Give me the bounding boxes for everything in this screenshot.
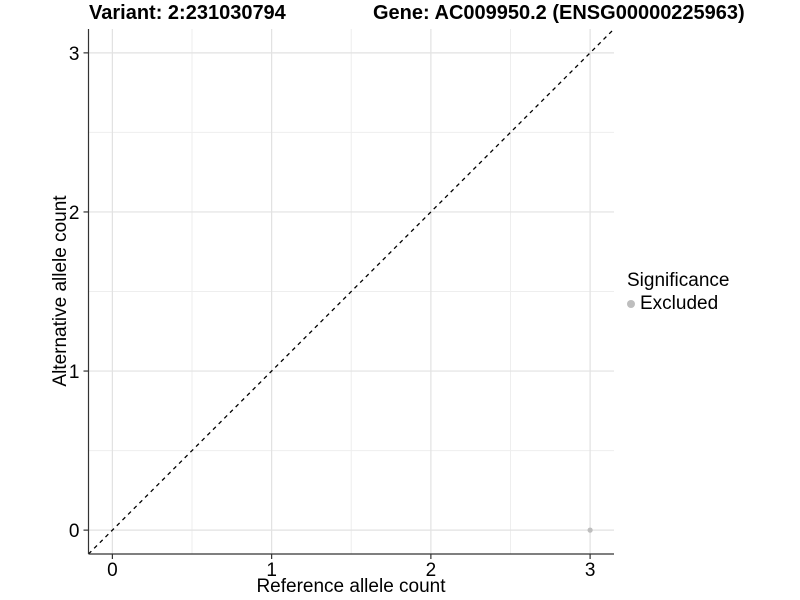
x-tick-label: 1 (266, 560, 277, 581)
gene-title: Gene: AC009950.2 (ENSG00000225963) (373, 2, 745, 24)
x-tick-label: 2 (426, 560, 437, 581)
y-tick-label: 3 (69, 44, 80, 65)
y-tick-label: 1 (69, 362, 80, 383)
data-point (587, 527, 593, 533)
y-tick-label: 2 (69, 203, 80, 224)
excluded-point-icon (627, 299, 635, 308)
variant-title: Variant: 2:231030794 (89, 2, 286, 24)
x-tick-label: 0 (107, 560, 118, 581)
x-tick-label: 3 (585, 560, 596, 581)
y-tick-label: 0 (69, 521, 80, 542)
legend: Significance Excluded (627, 269, 729, 315)
legend-item-excluded: Excluded (627, 292, 729, 315)
x-axis-title: Reference allele count (256, 576, 446, 597)
y-axis-title: Alternative allele count (50, 195, 71, 387)
identity-dashed-line (88, 28, 615, 555)
legend-title: Significance (627, 270, 730, 291)
legend-item-label: Excluded (640, 293, 719, 314)
